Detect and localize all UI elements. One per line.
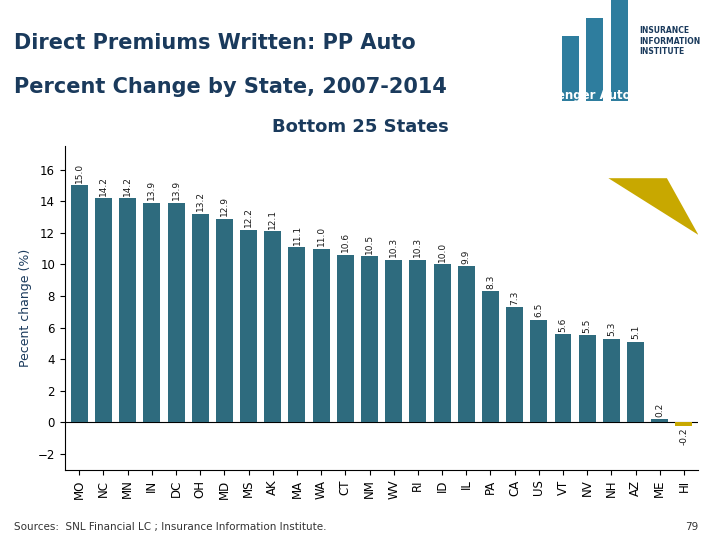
Bar <box>192 214 209 422</box>
Polygon shape <box>608 178 698 235</box>
Text: 10.6: 10.6 <box>341 232 350 253</box>
Text: 15.0: 15.0 <box>75 163 84 183</box>
Text: 10.5: 10.5 <box>365 234 374 254</box>
Bar <box>675 422 693 426</box>
Bar <box>143 202 161 422</box>
Bar <box>240 230 257 422</box>
Text: 79: 79 <box>685 522 698 532</box>
Text: 11.1: 11.1 <box>292 225 302 245</box>
Text: -0.2: -0.2 <box>680 428 688 445</box>
Text: 12.2: 12.2 <box>244 207 253 227</box>
Text: 5.1: 5.1 <box>631 325 640 340</box>
Text: Direct Premiums Written: PP Auto: Direct Premiums Written: PP Auto <box>14 33 416 53</box>
Bar <box>71 185 88 422</box>
Bar <box>337 255 354 422</box>
Text: 5.3: 5.3 <box>607 322 616 336</box>
Text: Pvt. Passenger Auto
premium growth was
negative in Hawaii
between 2007 and 2014: Pvt. Passenger Auto premium growth was n… <box>484 89 643 147</box>
Text: 14.2: 14.2 <box>123 176 132 195</box>
Bar <box>627 342 644 422</box>
Text: 5.5: 5.5 <box>582 319 592 333</box>
Bar <box>361 256 378 422</box>
Bar <box>289 247 305 422</box>
Bar <box>120 198 136 422</box>
Bar <box>168 202 184 422</box>
Bar <box>216 219 233 422</box>
Bar <box>482 291 499 422</box>
Text: 14.2: 14.2 <box>99 176 108 195</box>
Text: 0.2: 0.2 <box>655 403 665 417</box>
Bar <box>579 335 595 422</box>
Text: 10.3: 10.3 <box>390 237 398 257</box>
Text: 8.3: 8.3 <box>486 274 495 289</box>
Bar <box>95 198 112 422</box>
Bar <box>603 339 620 422</box>
Bar <box>506 307 523 422</box>
Text: 5.6: 5.6 <box>559 317 567 332</box>
Text: Percent Change by State, 2007-2014: Percent Change by State, 2007-2014 <box>14 77 447 97</box>
Text: 9.9: 9.9 <box>462 249 471 264</box>
Text: 13.9: 13.9 <box>171 180 181 200</box>
Text: INSURANCE
INFORMATION
INSTITUTE: INSURANCE INFORMATION INSTITUTE <box>639 26 701 56</box>
Text: 7.3: 7.3 <box>510 291 519 305</box>
Text: 10.3: 10.3 <box>413 237 423 257</box>
Bar <box>652 419 668 422</box>
Text: Sources:  SNL Financial LC ; Insurance Information Institute.: Sources: SNL Financial LC ; Insurance In… <box>14 522 327 532</box>
Text: 10.0: 10.0 <box>438 242 446 262</box>
FancyBboxPatch shape <box>586 18 603 101</box>
Text: Bottom 25 States: Bottom 25 States <box>271 118 449 136</box>
Y-axis label: Pecent change (%): Pecent change (%) <box>19 249 32 367</box>
Bar <box>264 231 282 422</box>
Text: 13.9: 13.9 <box>148 180 156 200</box>
Bar <box>458 266 474 422</box>
Bar <box>385 260 402 422</box>
Text: 12.9: 12.9 <box>220 196 229 216</box>
Text: 13.2: 13.2 <box>196 191 204 211</box>
Bar <box>531 320 547 422</box>
Bar <box>554 334 572 422</box>
Text: 11.0: 11.0 <box>317 226 325 246</box>
Bar <box>312 248 330 422</box>
Bar <box>410 260 426 422</box>
Text: 12.1: 12.1 <box>269 209 277 229</box>
FancyBboxPatch shape <box>562 36 579 101</box>
Bar <box>433 265 451 422</box>
Text: 6.5: 6.5 <box>534 303 544 318</box>
FancyBboxPatch shape <box>611 0 628 101</box>
